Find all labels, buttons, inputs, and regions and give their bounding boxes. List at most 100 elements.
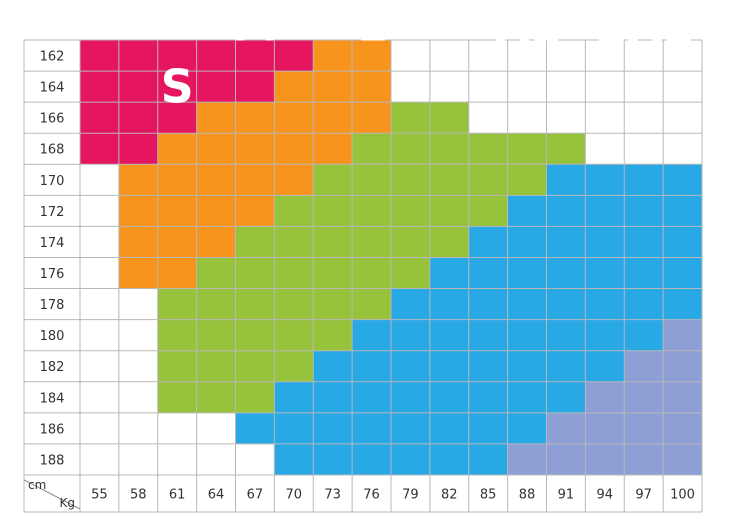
- cell-182-100: [663, 350, 702, 382]
- cell-176-97: [624, 257, 664, 289]
- y-tick-label: 182: [40, 360, 65, 375]
- cell-170-64: [196, 164, 236, 196]
- size-label-2xl: 2XL: [595, 0, 692, 51]
- cell-168-88: [507, 133, 547, 165]
- y-tick-label: 176: [40, 267, 65, 282]
- cell-168-100: [663, 133, 702, 165]
- cell-162-91: [546, 40, 586, 72]
- cell-180-67: [235, 319, 275, 351]
- cell-170-73: [313, 164, 353, 196]
- cell-174-67: [235, 226, 275, 258]
- cell-172-85: [468, 195, 508, 227]
- cell-184-64: [196, 381, 236, 413]
- cell-172-88: [507, 195, 547, 227]
- cell-164-67: [235, 71, 275, 103]
- cell-188-88: [507, 443, 547, 475]
- cell-178-67: [235, 288, 275, 320]
- cell-186-82: [429, 412, 469, 444]
- cell-170-97: [624, 164, 664, 196]
- cell-164-55: [80, 71, 119, 103]
- cell-176-88: [507, 257, 547, 289]
- cell-166-58: [118, 102, 158, 134]
- cell-184-85: [468, 381, 508, 413]
- cell-184-100: [663, 381, 702, 413]
- cell-174-85: [468, 226, 508, 258]
- cell-184-82: [429, 381, 469, 413]
- cell-166-73: [313, 102, 353, 134]
- cell-172-73: [313, 195, 353, 227]
- cell-176-73: [313, 257, 353, 289]
- cell-176-58: [118, 257, 158, 289]
- cell-184-88: [507, 381, 547, 413]
- cell-168-61: [157, 133, 197, 165]
- cell-172-82: [429, 195, 469, 227]
- cell-162-94: [585, 40, 625, 72]
- cell-166-94: [585, 102, 625, 134]
- cell-164-94: [585, 71, 625, 103]
- cell-162-64: [196, 40, 236, 72]
- cell-172-91: [546, 195, 586, 227]
- cell-184-76: [352, 381, 391, 413]
- grid-lines: [23, 39, 703, 513]
- cell-182-58: [118, 350, 158, 382]
- cell-170-82: [429, 164, 469, 196]
- cell-178-61: [157, 288, 197, 320]
- cell-188-76: [352, 443, 391, 475]
- cell-178-91: [546, 288, 586, 320]
- y-tick-label: 184: [40, 391, 65, 406]
- cell-162-79: [391, 40, 430, 72]
- size-label-l: L: [357, 0, 386, 51]
- cell-180-82: [429, 319, 469, 351]
- cell-170-91: [546, 164, 586, 196]
- axis-corner: cm Kg: [23, 478, 81, 510]
- cell-182-55: [80, 350, 119, 382]
- corner-diagonal: [23, 479, 81, 510]
- cell-174-64: [196, 226, 236, 258]
- cell-174-70: [274, 226, 314, 258]
- cell-186-55: [80, 412, 119, 444]
- cell-180-64: [196, 319, 236, 351]
- cell-176-85: [468, 257, 508, 289]
- cell-184-94: [585, 381, 625, 413]
- cell-170-61: [157, 164, 197, 196]
- cell-188-85: [468, 443, 508, 475]
- cell-164-73: [313, 71, 353, 103]
- cell-172-67: [235, 195, 275, 227]
- cell-186-94: [585, 412, 625, 444]
- cell-180-73: [313, 319, 353, 351]
- cell-178-85: [468, 288, 508, 320]
- cell-184-58: [118, 381, 158, 413]
- x-tick-label: 97: [635, 487, 652, 502]
- cell-166-70: [274, 102, 314, 134]
- x-tick-label: 61: [169, 487, 186, 502]
- cell-162-55: [80, 40, 119, 72]
- y-tick-label: 178: [40, 298, 65, 313]
- cell-182-88: [507, 350, 547, 382]
- cell-166-55: [80, 102, 119, 134]
- cell-162-100: [663, 40, 702, 72]
- cell-164-61: [157, 71, 197, 103]
- cell-162-73: [313, 40, 353, 72]
- cell-188-100: [663, 443, 702, 475]
- cell-166-97: [624, 102, 664, 134]
- cell-178-76: [352, 288, 391, 320]
- size-label-s: S: [161, 60, 194, 114]
- cell-182-79: [391, 350, 430, 382]
- cell-180-88: [507, 319, 547, 351]
- cell-188-58: [118, 443, 158, 475]
- y-tick-label: 170: [40, 174, 65, 189]
- cell-188-70: [274, 443, 314, 475]
- cell-174-82: [429, 226, 469, 258]
- cell-162-58: [118, 40, 158, 72]
- cell-166-100: [663, 102, 702, 134]
- cell-186-73: [313, 412, 353, 444]
- cell-182-76: [352, 350, 391, 382]
- cell-188-73: [313, 443, 353, 475]
- cell-186-79: [391, 412, 430, 444]
- cell-176-55: [80, 257, 119, 289]
- cell-188-64: [196, 443, 236, 475]
- y-tick-label: 186: [40, 422, 65, 437]
- cell-180-76: [352, 319, 391, 351]
- cell-172-79: [391, 195, 430, 227]
